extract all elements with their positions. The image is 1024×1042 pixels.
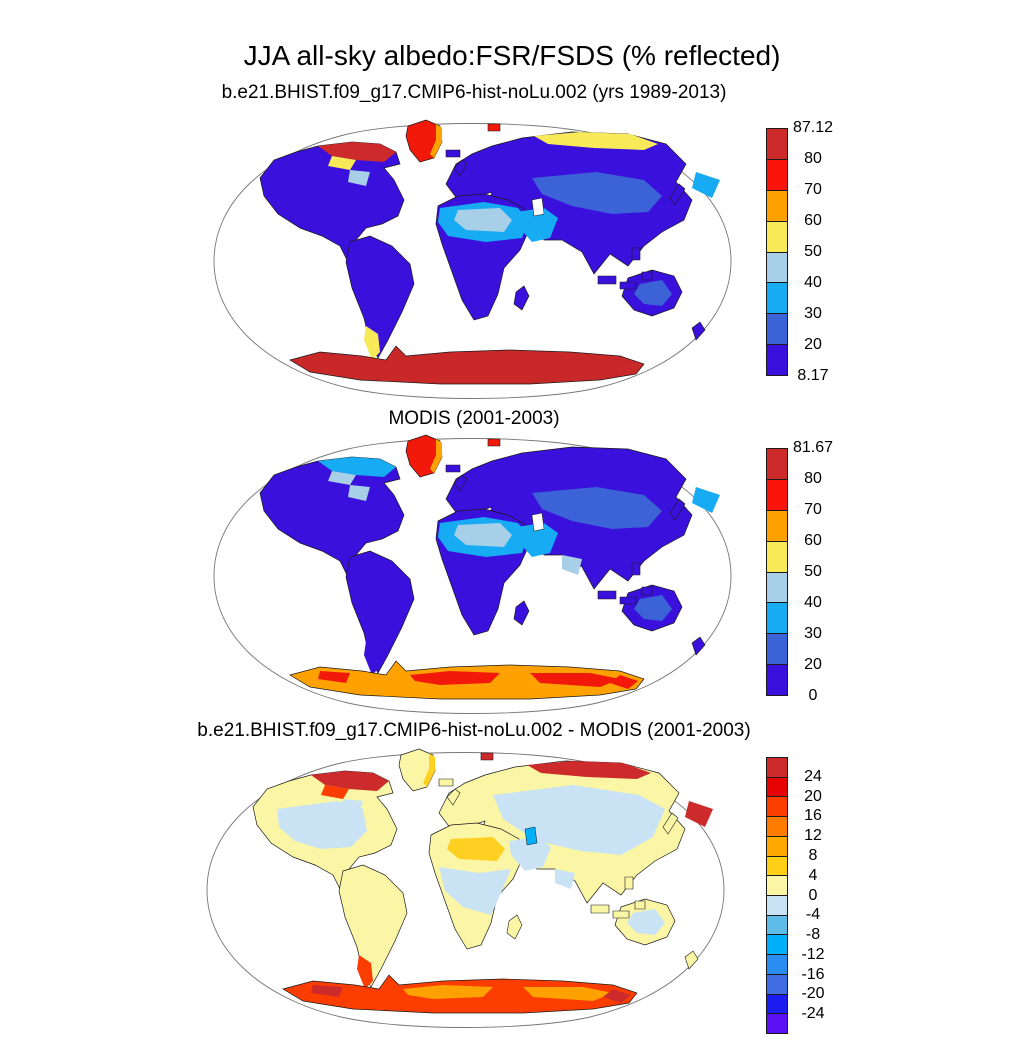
colorbar-tick-label: 60 [804,532,822,549]
colorbar-tick-label: 70 [804,181,822,198]
region-caspian [531,197,545,217]
colorbar-tick-label: 12 [804,827,822,845]
panel1-world-map [213,119,732,399]
colorbar-segment [766,835,788,857]
colorbar-segment [766,895,788,916]
colorbar-segment [766,633,788,666]
colorbar-tick-label: -8 [805,926,821,944]
panel3-colorbar: 24 20 16 12 8 4 0 -4 -8 -12 -16 -20 -24 [766,757,838,1035]
colorbar-tick-label: 50 [804,563,822,580]
colorbar-segment [766,875,788,897]
colorbar-segment [766,251,788,284]
colorbar-segment [766,954,788,975]
panel2-colorbar: 81.67 80 70 60 50 40 30 20 0 [766,439,838,704]
colorbar-tick-label: 70 [804,501,822,518]
panel1-subtitle: b.e21.BHIST.f09_g17.CMIP6-hist-noLu.002 … [221,82,727,103]
colorbar-segment [766,776,788,798]
colorbar-segment [766,855,788,877]
colorbar-tick-label: -24 [801,1005,825,1023]
colorbar-segment [766,664,788,696]
colorbar-bar [766,448,788,696]
panel1-colorbar: 87.12 80 70 60 50 40 30 20 8.17 [766,119,838,384]
colorbar-tick-label: 40 [804,274,822,291]
colorbar-tick-label: 80 [804,150,822,167]
colorbar-tick-label: 20 [804,656,822,673]
colorbar-labels: 24 20 16 12 8 4 0 -4 -8 -12 -16 -20 -24 [790,757,836,1034]
colorbar-segment [766,189,788,222]
region-svalbard [487,123,501,132]
colorbar-segment [766,220,788,253]
panel3-subtitle: b.e21.BHIST.f09_g17.CMIP6-hist-noLu.002 … [197,720,751,741]
colorbar-tick-label: 20 [804,336,822,353]
colorbar-segment [766,571,788,604]
colorbar-tick-label: 81.67 [792,439,834,456]
colorbar-segment [766,478,788,511]
colorbar-tick-label: 50 [804,243,822,260]
colorbar-tick-label: 0 [808,886,818,904]
colorbar-tick-label: 20 [804,787,822,805]
colorbar-tick-label: 4 [808,866,818,884]
colorbar-tick-label: 8.17 [797,367,829,384]
region-svalbard [487,438,501,447]
colorbar-tick-label: -16 [801,965,825,983]
region-caspian [531,512,545,532]
colorbar-segment [766,816,788,837]
colorbar-tick-label: 30 [804,305,822,322]
colorbar-tick-label: 16 [804,807,822,825]
colorbar-tick-label: 30 [804,625,822,642]
region-svalbard [480,752,494,761]
colorbar-segment [766,602,788,635]
colorbar-bar [766,128,788,376]
colorbar-segment [766,128,788,160]
colorbar-segment [766,509,788,542]
panel2-subtitle: MODIS (2001-2003) [388,408,560,429]
panel3-world-map [206,748,725,1028]
colorbar-segment [766,448,788,480]
colorbar-segment [766,914,788,936]
panel2-world-map [213,434,732,714]
colorbar-segment [766,993,788,1015]
colorbar-segment [766,934,788,956]
colorbar-tick-label: 80 [804,470,822,487]
colorbar-segment [766,344,788,376]
colorbar-segment [766,282,788,315]
colorbar-tick-label: 0 [808,687,818,704]
colorbar-labels: 87.12 80 70 60 50 40 30 20 8.17 [790,119,836,384]
colorbar-tick-label: 40 [804,594,822,611]
figure-root: JJA all-sky albedo:FSR/FSDS (% reflected… [0,18,1024,1042]
colorbar-bar [766,757,788,1035]
colorbar-segment [766,158,788,191]
region-caspian [524,826,538,846]
figure-title: JJA all-sky albedo:FSR/FSDS (% reflected… [243,40,781,71]
colorbar-segment [766,540,788,573]
colorbar-tick-label: -20 [801,985,825,1003]
colorbar-tick-label: -4 [805,906,821,924]
colorbar-segment [766,757,788,778]
colorbar-segment [766,313,788,346]
colorbar-tick-label: 60 [804,212,822,229]
colorbar-segment [766,796,788,818]
colorbar-tick-label: 24 [804,767,822,785]
colorbar-labels: 81.67 80 70 60 50 40 30 20 0 [790,439,836,704]
colorbar-tick-label: -12 [801,945,825,963]
colorbar-segment [766,973,788,995]
colorbar-tick-label: 87.12 [792,119,834,136]
colorbar-tick-label: 8 [808,846,818,864]
